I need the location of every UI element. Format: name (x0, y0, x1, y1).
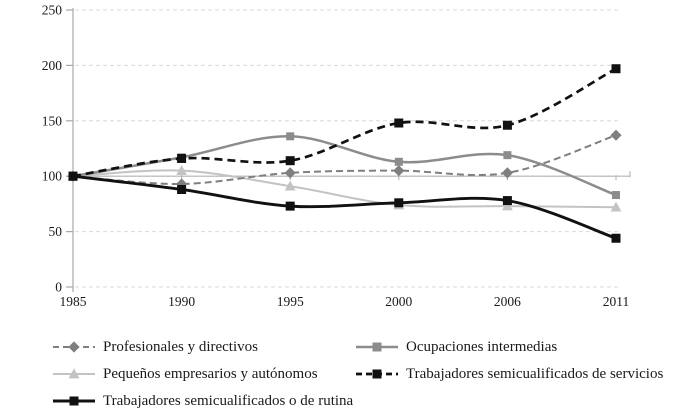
legend-label: Pequeños empresarios y autónomos (103, 366, 318, 382)
series-1 (67, 129, 622, 190)
series-line (72, 67, 617, 178)
series-marker (612, 191, 620, 200)
x-axis-tick-label: 1990 (168, 294, 195, 309)
series-marker (285, 201, 295, 211)
series-marker (502, 196, 512, 206)
series-marker (502, 120, 512, 130)
chart-canvas: 0 50 100 150 200 250 1985 1990 1995 2000 2006 2011 (42, 3, 631, 309)
series-marker (286, 132, 295, 141)
legend-marker-icon (53, 368, 95, 379)
y-axis-tick-label: 200 (42, 58, 63, 73)
legend-marker-icon (53, 341, 95, 353)
x-axis-tick-label: 1995 (277, 294, 304, 309)
series-marker (177, 153, 187, 163)
series-marker (502, 200, 513, 211)
legend-item: Trabajadores semicualificados o de rutin… (52, 391, 353, 411)
series-marker (393, 165, 405, 177)
x-axis-tick-label: 2011 (603, 294, 630, 309)
legend-marker-icon (53, 396, 95, 406)
series-marker (394, 198, 404, 208)
series-marker (501, 167, 513, 179)
x-axis-tick-label: 2006 (494, 294, 521, 309)
legend-marker-icon (356, 369, 398, 379)
series-marker (611, 64, 621, 74)
series-5 (68, 171, 621, 243)
series-marker (68, 341, 80, 353)
series-marker (69, 396, 79, 406)
series-marker (177, 184, 187, 194)
legend-item: Trabajadores semicualificados de servici… (355, 364, 663, 384)
series-marker (176, 178, 188, 190)
y-axis-tick-label: 0 (55, 280, 62, 295)
series-marker (68, 171, 78, 181)
y-axis-tick-label: 250 (42, 3, 63, 18)
legend-label: Profesionales y directivos (103, 339, 258, 355)
series-marker (503, 151, 512, 160)
series-marker (285, 156, 295, 166)
chart-legend: Profesionales y directivos Pequeños empre… (0, 328, 679, 409)
legend-label: Trabajadores semicualificados o de rutin… (103, 393, 354, 409)
series-line (72, 174, 617, 240)
y-axis-tick-label: 50 (49, 224, 63, 239)
legend-item: Pequeños empresarios y autónomos (52, 364, 318, 384)
legend-item: Ocupaciones intermedias (355, 337, 557, 357)
series-marker (394, 118, 404, 128)
series-line (72, 169, 617, 209)
y-axis-tick-label: 150 (42, 113, 63, 128)
y-axis-tick-label: 100 (42, 169, 63, 184)
legend-label: Trabajadores semicualificados de servici… (406, 366, 664, 382)
legend-label: Ocupaciones intermedias (406, 339, 558, 355)
series-marker (284, 167, 296, 179)
series-marker (611, 233, 621, 243)
series-marker (68, 368, 80, 379)
x-axis-tick-label: 1985 (60, 294, 87, 309)
series-marker (372, 342, 382, 352)
x-axis-tick-label: 2000 (385, 294, 412, 309)
series-marker (610, 201, 622, 212)
series-marker (284, 180, 296, 191)
series-marker (176, 165, 187, 175)
series-marker (610, 129, 622, 141)
series-marker (394, 157, 403, 166)
legend-marker-icon (356, 342, 398, 352)
legend-item: Profesionales y directivos (52, 337, 258, 357)
series-marker (372, 369, 382, 379)
